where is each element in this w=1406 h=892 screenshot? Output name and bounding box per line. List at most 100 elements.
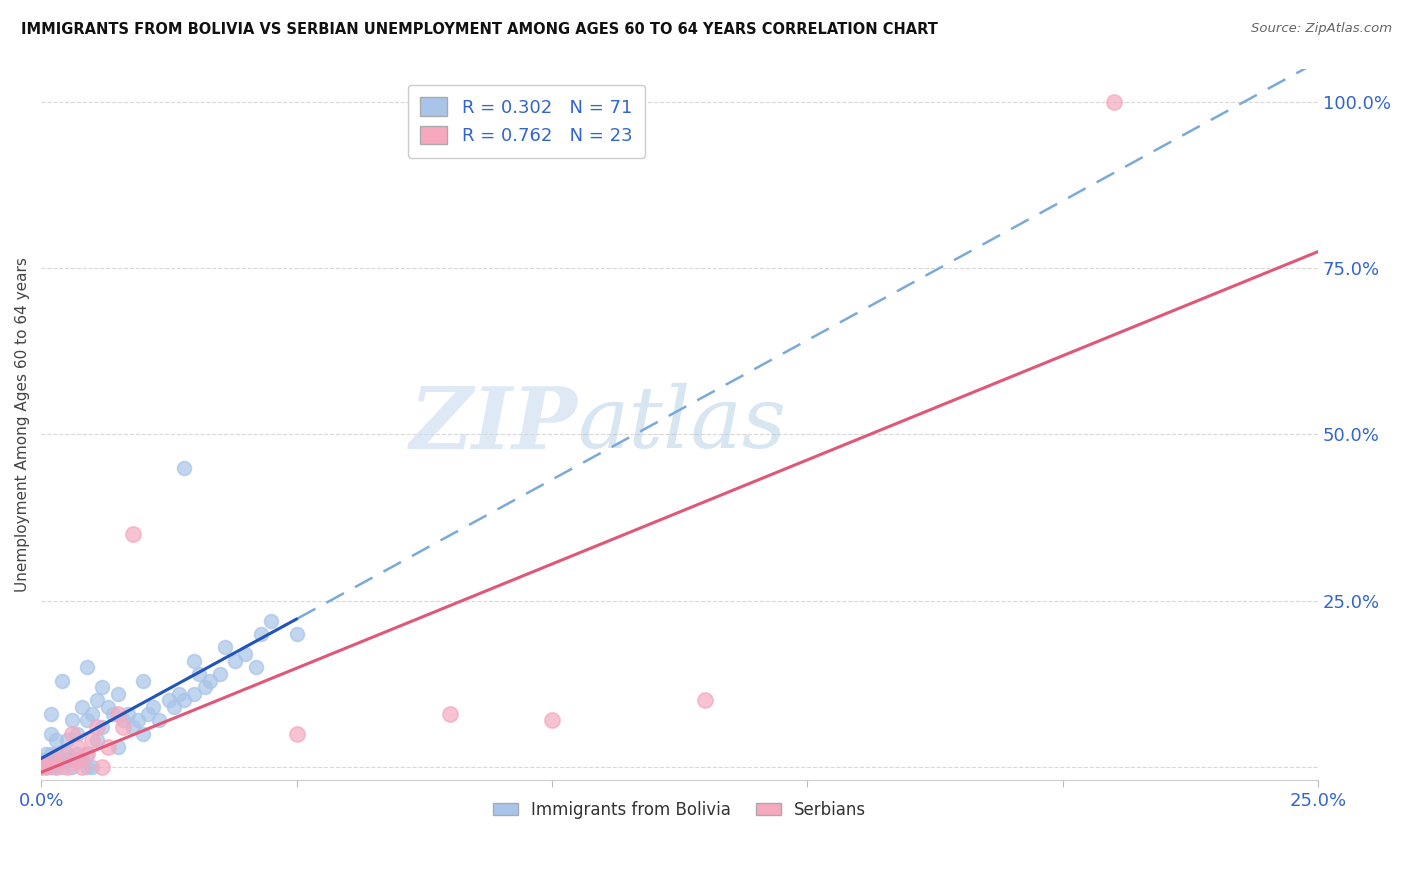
Point	[45, 760, 67, 774]
Point	[51, 673, 73, 688]
Point	[66, 739, 89, 754]
Point	[183, 654, 205, 668]
Point	[111, 720, 134, 734]
Point	[111, 714, 134, 728]
Point	[41, 747, 63, 761]
Point	[76, 714, 98, 728]
Point	[45, 753, 67, 767]
Point	[107, 687, 129, 701]
Point	[66, 727, 89, 741]
Point	[60, 714, 83, 728]
Point	[198, 673, 221, 688]
Point	[41, 753, 63, 767]
Point	[55, 760, 77, 774]
Point	[51, 760, 73, 774]
Text: Source: ZipAtlas.com: Source: ZipAtlas.com	[1251, 22, 1392, 36]
Point	[70, 700, 93, 714]
Point	[35, 760, 58, 774]
Legend: Immigrants from Bolivia, Serbians: Immigrants from Bolivia, Serbians	[486, 794, 873, 825]
Point	[55, 747, 77, 761]
Y-axis label: Unemployment Among Ages 60 to 64 years: Unemployment Among Ages 60 to 64 years	[15, 257, 30, 592]
Point	[30, 760, 52, 774]
Point	[35, 753, 58, 767]
Point	[142, 700, 165, 714]
Point	[30, 760, 52, 774]
Point	[41, 753, 63, 767]
Point	[122, 527, 145, 541]
Point	[45, 733, 67, 747]
Point	[30, 753, 52, 767]
Point	[163, 700, 186, 714]
Point	[148, 714, 170, 728]
Point	[157, 693, 180, 707]
Point	[82, 706, 104, 721]
Point	[138, 706, 160, 721]
Point	[76, 747, 98, 761]
Point	[86, 693, 108, 707]
Point	[41, 760, 63, 774]
Point	[183, 687, 205, 701]
Point	[208, 666, 231, 681]
Point	[82, 760, 104, 774]
Point	[70, 760, 93, 774]
Point	[96, 739, 118, 754]
Point	[173, 693, 195, 707]
Point	[224, 654, 246, 668]
Point	[30, 753, 52, 767]
Point	[35, 760, 58, 774]
Point	[132, 673, 155, 688]
Point	[91, 720, 114, 734]
Point	[541, 714, 564, 728]
Point	[188, 666, 211, 681]
Point	[245, 660, 267, 674]
Point	[76, 660, 98, 674]
Point	[35, 760, 58, 774]
Point	[1102, 95, 1125, 109]
Point	[193, 680, 215, 694]
Point	[117, 706, 139, 721]
Text: ZIP: ZIP	[409, 383, 578, 467]
Point	[30, 760, 52, 774]
Point	[66, 747, 89, 761]
Point	[41, 706, 63, 721]
Point	[107, 706, 129, 721]
Point	[45, 747, 67, 761]
Point	[70, 753, 93, 767]
Point	[91, 680, 114, 694]
Point	[60, 760, 83, 774]
Point	[60, 727, 83, 741]
Point	[173, 460, 195, 475]
Point	[235, 647, 257, 661]
Point	[214, 640, 236, 655]
Point	[260, 614, 283, 628]
Point	[91, 760, 114, 774]
Point	[695, 693, 717, 707]
Point	[439, 706, 461, 721]
Point	[35, 747, 58, 761]
Point	[132, 727, 155, 741]
Point	[249, 627, 271, 641]
Text: IMMIGRANTS FROM BOLIVIA VS SERBIAN UNEMPLOYMENT AMONG AGES 60 TO 64 YEARS CORREL: IMMIGRANTS FROM BOLIVIA VS SERBIAN UNEMP…	[21, 22, 938, 37]
Point	[167, 687, 190, 701]
Point	[107, 739, 129, 754]
Point	[76, 747, 98, 761]
Point	[122, 720, 145, 734]
Point	[96, 700, 118, 714]
Point	[76, 760, 98, 774]
Point	[30, 760, 52, 774]
Point	[285, 727, 308, 741]
Point	[55, 753, 77, 767]
Point	[86, 720, 108, 734]
Point	[101, 706, 124, 721]
Point	[86, 733, 108, 747]
Point	[45, 760, 67, 774]
Point	[41, 760, 63, 774]
Point	[55, 733, 77, 747]
Point	[66, 753, 89, 767]
Point	[127, 714, 149, 728]
Point	[82, 733, 104, 747]
Point	[51, 747, 73, 761]
Text: atlas: atlas	[578, 383, 786, 466]
Point	[41, 727, 63, 741]
Point	[285, 627, 308, 641]
